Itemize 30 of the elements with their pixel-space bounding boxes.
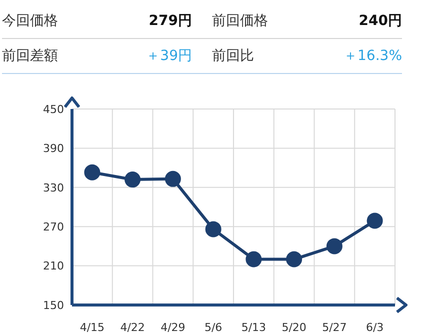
y-tick-label: 210 (43, 260, 64, 273)
x-tick-label: 4/22 (120, 320, 145, 334)
point (286, 251, 302, 268)
text: 279円 (148, 12, 192, 30)
point (366, 212, 383, 229)
point (246, 251, 262, 268)
point (84, 164, 100, 180)
point (124, 172, 141, 188)
x-tick-label: 5/20 (282, 320, 306, 334)
y-tick-label: 330 (43, 181, 64, 194)
x-tick-label: 4/29 (160, 320, 186, 334)
text: 今回価格 (2, 12, 59, 30)
text: ＋39円 (145, 47, 192, 65)
x-tick-label: 5/6 (204, 320, 222, 334)
text: 前回比 (211, 47, 255, 65)
y-tick-label: 150 (43, 298, 64, 312)
point (164, 170, 181, 187)
y-tick-label: 390 (43, 142, 64, 156)
y-tick-label: 450 (43, 102, 64, 116)
x-tick-label: 6/3 (366, 320, 384, 334)
x-tick-label: 5/27 (322, 320, 347, 334)
y-tick-label: 270 (43, 220, 64, 234)
text: 前回価格 (211, 12, 269, 30)
text: 前回差額 (2, 47, 59, 65)
x-tick-label: 5/13 (241, 320, 266, 334)
point (326, 238, 342, 254)
text: ＋16.3% (342, 47, 402, 65)
point (205, 221, 222, 238)
x-tick-label: 4/15 (80, 320, 105, 334)
text: 240円 (358, 12, 402, 30)
